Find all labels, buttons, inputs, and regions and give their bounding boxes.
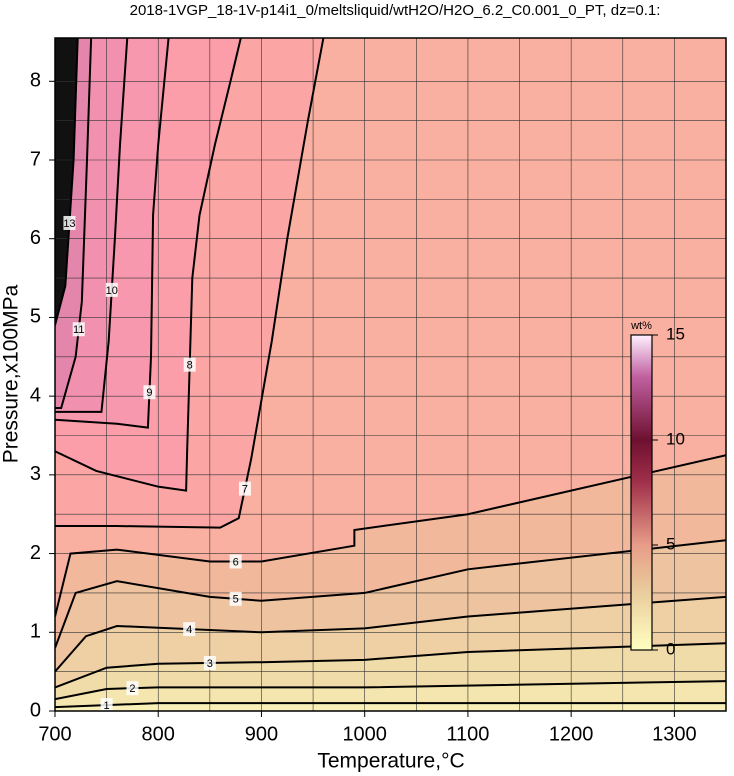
contour-label-bg	[72, 322, 85, 337]
contour-label-bg	[183, 622, 196, 637]
x-tick-label: 1200	[549, 723, 594, 745]
contour-line	[55, 702, 726, 709]
chart-title: 2018-1VGP_18-1V-p14i1_0/meltsliquid/wtH2…	[130, 2, 661, 19]
contour-label-bg	[238, 481, 251, 496]
contour-label-bg	[229, 591, 242, 606]
y-tick-label: 4	[30, 384, 41, 406]
plot-area: 7 8 9 10 11 13 6 5 4 3 2 1	[55, 38, 726, 712]
x-tick-label: 1100	[446, 723, 489, 745]
x-axis-label: Temperature,°C	[317, 750, 464, 773]
contour-label-bg	[126, 681, 139, 696]
contour-label: 1	[104, 700, 110, 712]
contour-label: 4	[186, 624, 192, 636]
contour-line	[55, 38, 170, 429]
y-tick-label: 1	[30, 621, 41, 643]
contour-label: 3	[207, 658, 213, 670]
x-tick-label: 700	[38, 723, 71, 745]
x-tick-label: 900	[245, 723, 278, 745]
colorbar-tick-label: 10	[666, 429, 685, 448]
contour-label-bg	[143, 385, 156, 400]
y-tick-label: 7	[30, 148, 41, 170]
contour-label-bg	[229, 554, 242, 569]
contour-fill	[55, 38, 78, 326]
x-tick-label: 1000	[342, 723, 387, 745]
contour-label-bg	[105, 282, 118, 297]
contour-fill	[55, 703, 726, 711]
contour-label: 10	[106, 285, 118, 297]
contour-label: 8	[187, 360, 193, 372]
contour-label: 13	[63, 218, 75, 230]
y-axis-label: Pressure,x100MPa	[0, 284, 23, 463]
contour-label: 7	[242, 484, 248, 496]
frame	[54, 37, 727, 712]
colorbar-tick-label: 15	[666, 324, 685, 343]
contour-label-bg	[63, 215, 76, 230]
contour-label: 6	[233, 556, 239, 568]
y-tick-label: 3	[30, 463, 41, 485]
colorbar-label: wt%	[630, 320, 652, 332]
x-tick-label: 1300	[652, 723, 697, 745]
colorbar	[630, 334, 653, 651]
contour-label: 11	[73, 324, 84, 336]
contour-label-bg	[100, 698, 113, 711]
y-tick-label: 5	[30, 306, 41, 328]
y-tick-label: 6	[30, 227, 41, 249]
contour-label-bg	[203, 655, 216, 670]
contour-label: 5	[233, 594, 239, 606]
contour-line	[55, 454, 726, 617]
y-tick-label: 8	[30, 70, 41, 92]
contour-label: 2	[129, 683, 135, 695]
contour-line	[55, 595, 726, 673]
contour-line	[55, 680, 726, 701]
contour-label: 9	[146, 387, 152, 399]
y-tick-label: 0	[30, 699, 41, 721]
x-tick-label: 800	[142, 723, 175, 745]
contour-line	[55, 642, 726, 689]
colorbar-tick-label: 0	[666, 639, 675, 658]
y-tick-label: 2	[30, 542, 41, 564]
contour-label-bg	[183, 357, 196, 372]
contour-line	[55, 38, 325, 529]
colorbar-tick-label: 5	[666, 534, 675, 553]
